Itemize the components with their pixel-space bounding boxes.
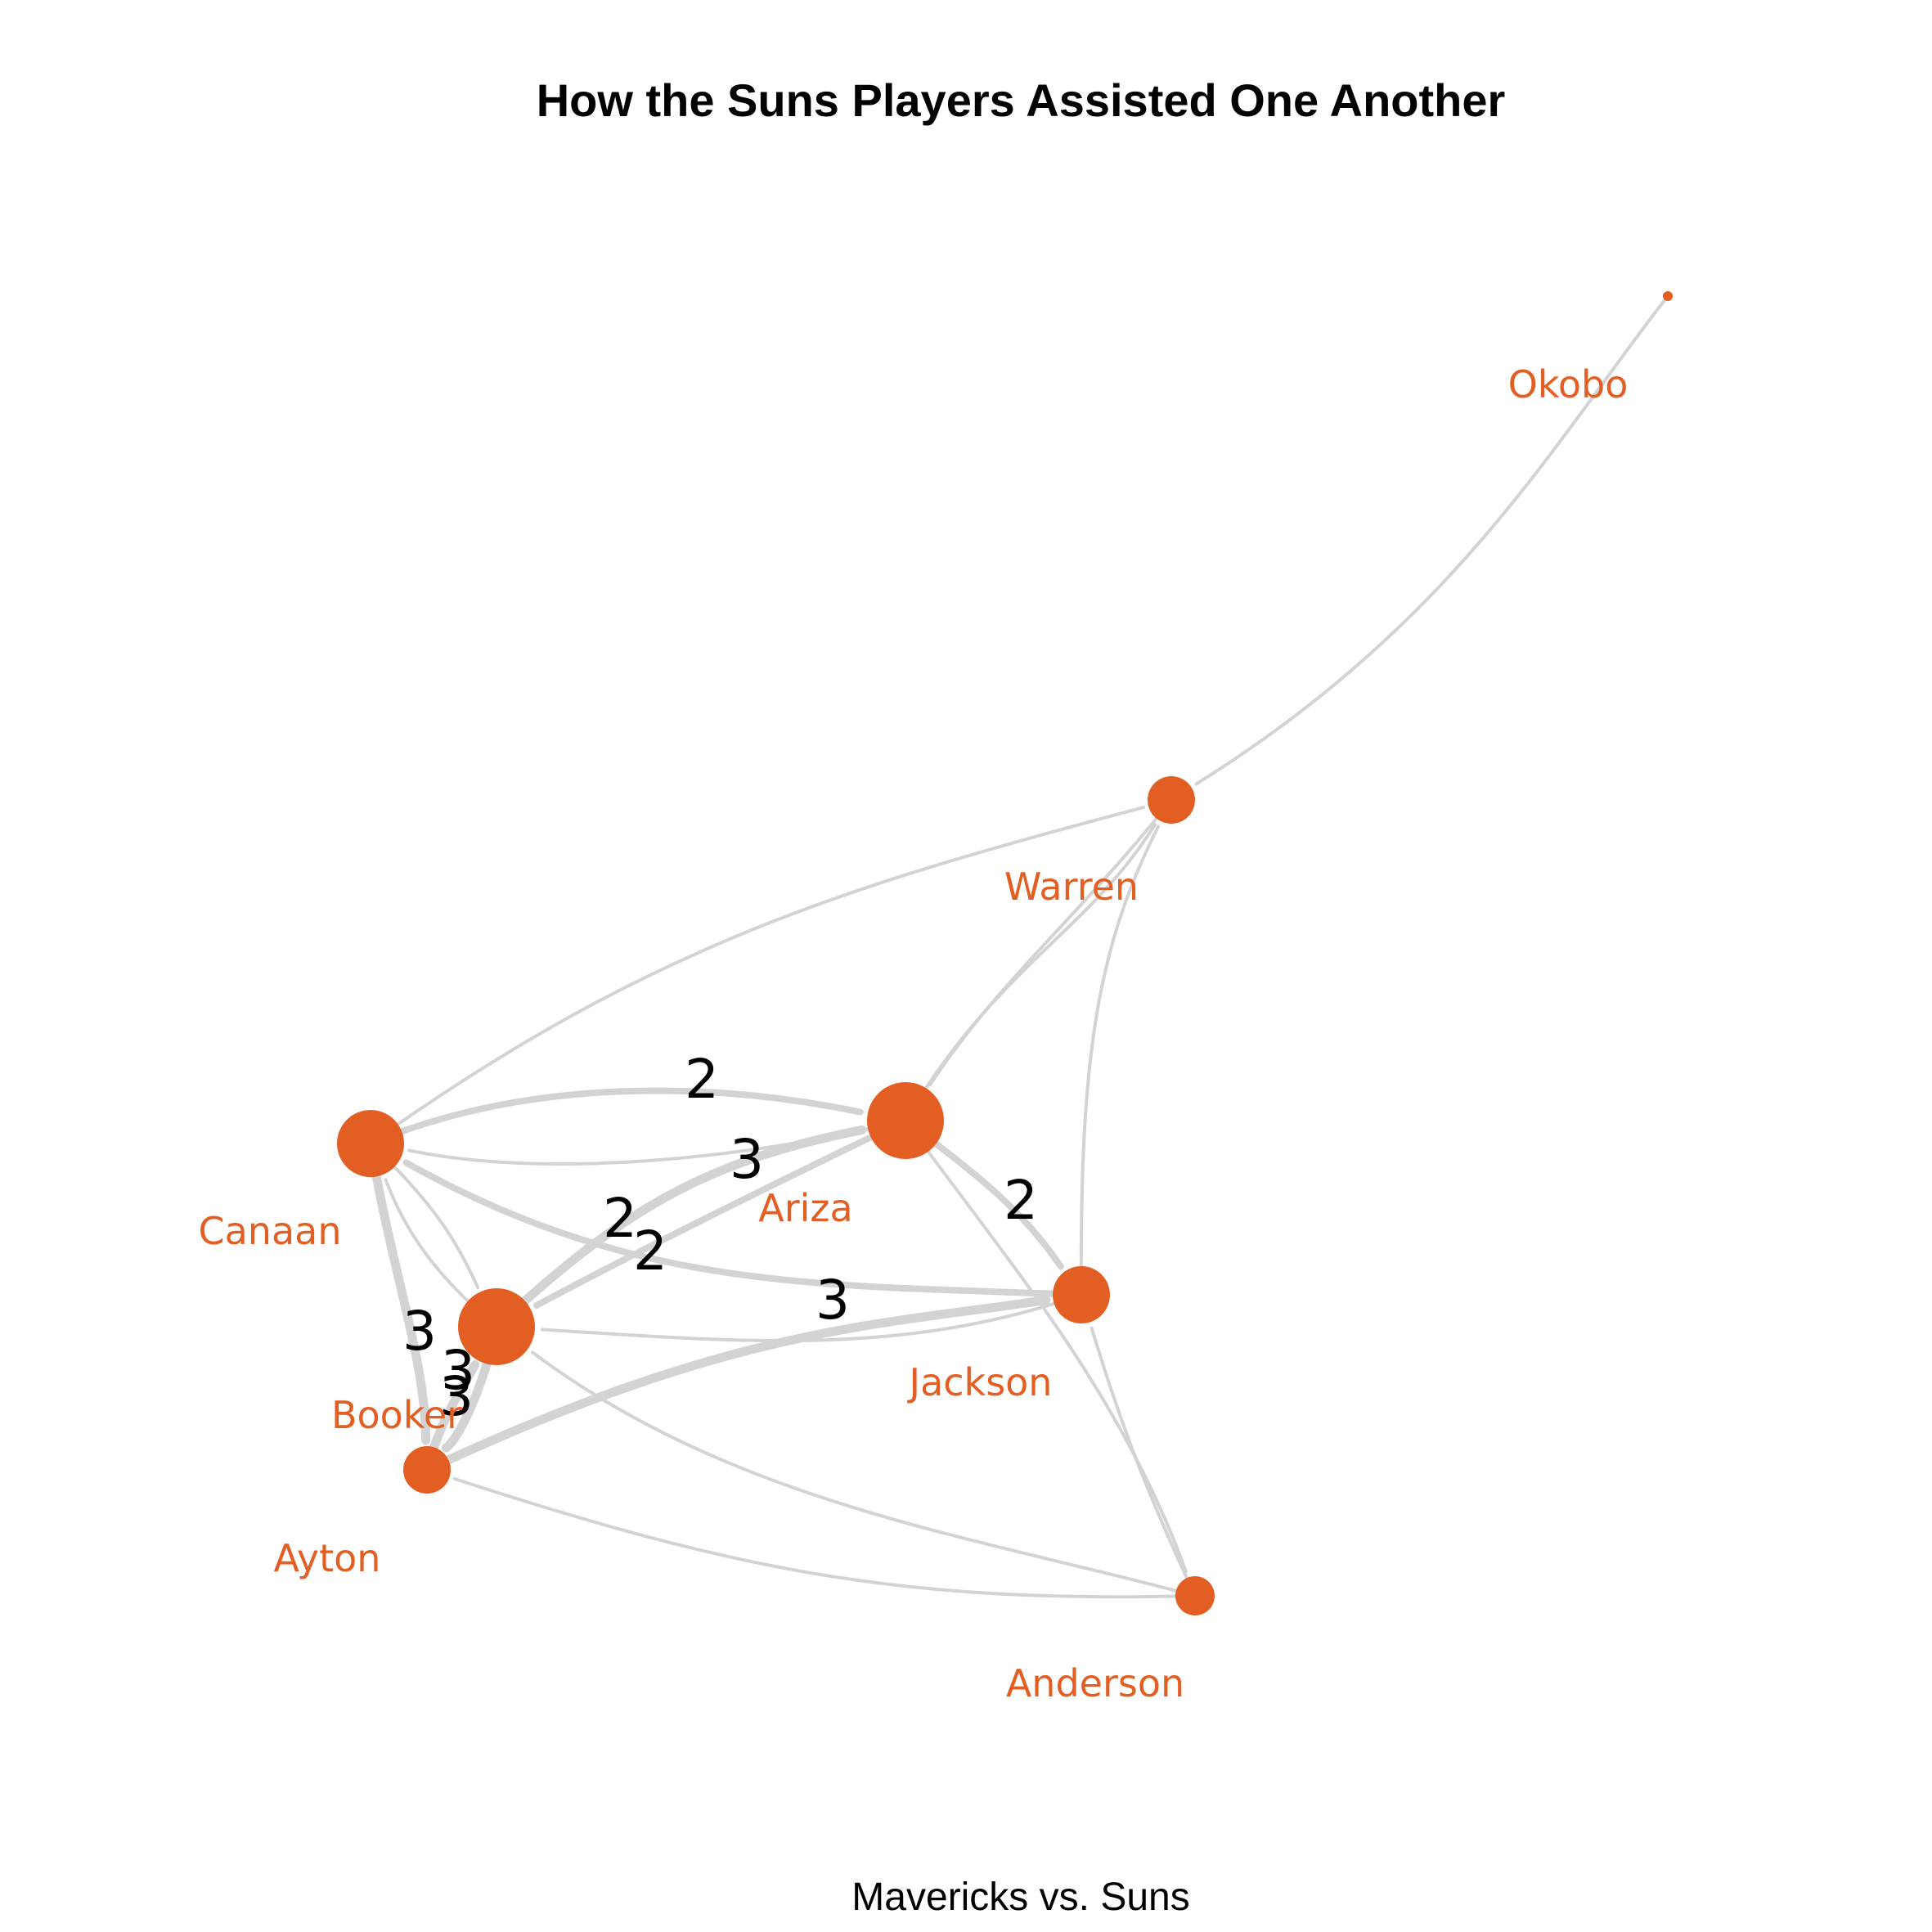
edge-ariza-anderson bbox=[904, 1119, 1188, 1574]
edge-anderson-booker bbox=[530, 1350, 1197, 1597]
edge-ariza-booker bbox=[533, 1117, 909, 1309]
node-label-booker: Booker bbox=[331, 1393, 462, 1437]
node-ariza bbox=[867, 1082, 944, 1159]
node-label-ayton: Ayton bbox=[274, 1536, 381, 1580]
node-ayton bbox=[403, 1446, 451, 1494]
edge-canaan-ariza bbox=[367, 1087, 864, 1147]
edge-anderson-jackson bbox=[1090, 1326, 1197, 1597]
edge-label-canaan-ayton: 3 bbox=[402, 1300, 437, 1363]
edge-jackson-warren bbox=[1079, 824, 1161, 1296]
node-booker bbox=[458, 1288, 535, 1365]
edge-jackson-booker bbox=[540, 1293, 1083, 1343]
node-label-anderson: Anderson bbox=[1006, 1661, 1184, 1705]
node-label-canaan: Canaan bbox=[199, 1209, 342, 1253]
edge-label-booker-ariza: 3 bbox=[730, 1128, 764, 1191]
chart-caption: Mavericks vs. Suns bbox=[851, 1876, 1189, 1919]
edge-label-ariza-booker: 2 bbox=[633, 1220, 667, 1283]
edge-jackson-canaan bbox=[402, 1159, 1085, 1298]
nodes-layer bbox=[337, 291, 1673, 1615]
node-canaan bbox=[337, 1110, 404, 1177]
chart-title: How the Suns Players Assisted One Anothe… bbox=[537, 74, 1506, 126]
node-labels-layer: Okobo Warren Ariza Canaan Booker Jackson Ayton… bbox=[199, 362, 1629, 1705]
node-warren bbox=[1148, 776, 1195, 824]
edge-ariza-warren bbox=[904, 823, 1157, 1122]
edge-label-ayton-jackson: 3 bbox=[815, 1269, 850, 1332]
node-anderson bbox=[1175, 1576, 1215, 1615]
edge-canaan-warren bbox=[369, 806, 1145, 1145]
edge-label-booker-ayton: 3 bbox=[439, 1365, 474, 1428]
edge-label-canaan-ariza: 2 bbox=[685, 1048, 719, 1111]
node-label-warren: Warren bbox=[1004, 865, 1139, 909]
edge-anderson-ayton bbox=[452, 1476, 1197, 1599]
node-okobo bbox=[1663, 291, 1673, 301]
node-label-okobo: Okobo bbox=[1508, 362, 1629, 407]
node-jackson bbox=[1053, 1266, 1110, 1323]
edge-label-ariza-jackson: 2 bbox=[1004, 1169, 1038, 1232]
node-label-jackson: Jackson bbox=[907, 1360, 1053, 1404]
edge-canaan-ayton bbox=[366, 1139, 431, 1445]
edge-okobo-warren bbox=[1194, 294, 1669, 786]
edge-label-jackson-canaan: 2 bbox=[603, 1187, 637, 1250]
node-label-ariza: Ariza bbox=[758, 1186, 853, 1230]
edge-booker-ariza bbox=[492, 1125, 867, 1332]
